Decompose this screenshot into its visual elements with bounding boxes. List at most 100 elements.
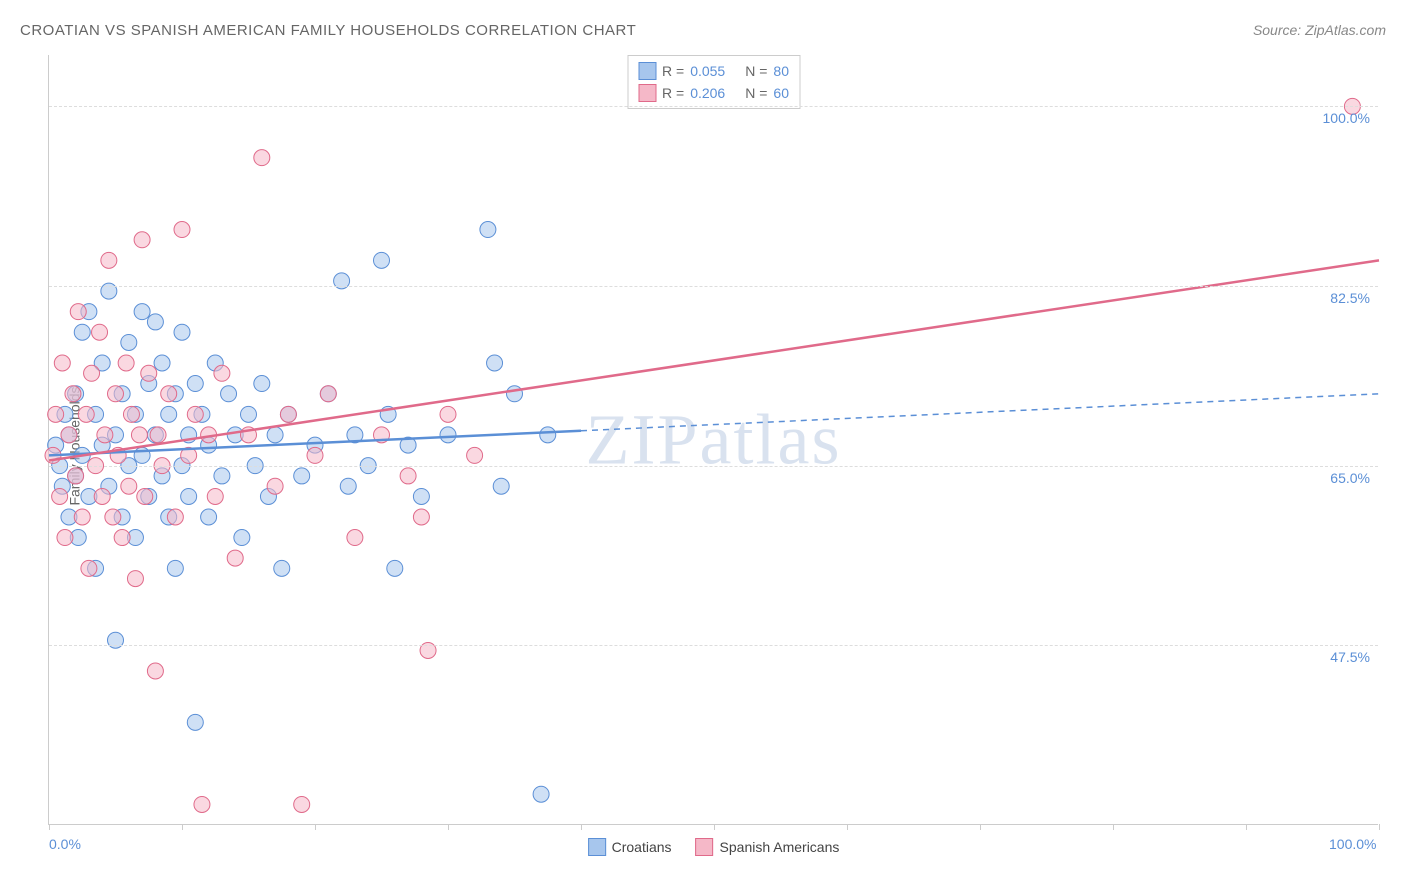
scatter-point xyxy=(294,468,310,484)
scatter-point xyxy=(161,406,177,422)
scatter-point xyxy=(187,406,203,422)
scatter-point xyxy=(141,365,157,381)
scatter-point xyxy=(214,365,230,381)
x-tick xyxy=(714,824,715,830)
scatter-point xyxy=(254,150,270,166)
scatter-point xyxy=(400,468,416,484)
scatter-point xyxy=(78,406,94,422)
scatter-point xyxy=(101,252,117,268)
scatter-point xyxy=(147,314,163,330)
y-tick-label: 47.5% xyxy=(1330,649,1370,665)
legend-r-value: 0.206 xyxy=(690,85,725,101)
legend-r-value: 0.055 xyxy=(690,63,725,79)
scatter-point xyxy=(97,427,113,443)
scatter-point xyxy=(121,478,137,494)
x-tick xyxy=(1379,824,1380,830)
scatter-point xyxy=(413,509,429,525)
x-tick xyxy=(1113,824,1114,830)
scatter-point xyxy=(201,509,217,525)
scatter-point xyxy=(74,324,90,340)
scatter-point xyxy=(493,478,509,494)
scatter-point xyxy=(294,796,310,812)
x-tick xyxy=(847,824,848,830)
scatter-point xyxy=(507,386,523,402)
legend-swatch-pink xyxy=(638,84,656,102)
plot-area: ZIPatlas R = 0.055 N = 80 R = 0.206 N = … xyxy=(48,55,1378,825)
x-tick xyxy=(1246,824,1247,830)
scatter-point xyxy=(68,468,84,484)
scatter-point xyxy=(48,406,64,422)
x-tick-label: 100.0% xyxy=(1329,836,1376,852)
scatter-point xyxy=(81,560,97,576)
legend-r-label: R = xyxy=(662,63,684,79)
scatter-point xyxy=(131,427,147,443)
gridline xyxy=(49,286,1378,287)
legend-item-croatians: Croatians xyxy=(588,838,672,856)
x-tick xyxy=(49,824,50,830)
legend-row: R = 0.055 N = 80 xyxy=(638,60,789,82)
legend-n-value: 80 xyxy=(773,63,789,79)
gridline xyxy=(49,106,1378,107)
scatter-point xyxy=(267,478,283,494)
scatter-point xyxy=(70,304,86,320)
scatter-point xyxy=(374,252,390,268)
x-tick xyxy=(315,824,316,830)
scatter-point xyxy=(118,355,134,371)
scatter-point xyxy=(181,488,197,504)
scatter-point xyxy=(105,509,121,525)
scatter-point xyxy=(440,406,456,422)
legend-swatch-blue xyxy=(588,838,606,856)
scatter-point xyxy=(74,509,90,525)
scatter-point xyxy=(413,488,429,504)
scatter-point xyxy=(280,406,296,422)
scatter-point xyxy=(123,406,139,422)
scatter-point xyxy=(254,376,270,392)
scatter-point xyxy=(187,376,203,392)
x-tick xyxy=(448,824,449,830)
scatter-point xyxy=(150,427,166,443)
scatter-point xyxy=(241,406,257,422)
scatter-point xyxy=(65,386,81,402)
scatter-point xyxy=(307,447,323,463)
scatter-point xyxy=(147,663,163,679)
scatter-point xyxy=(533,786,549,802)
scatter-point xyxy=(161,386,177,402)
chart-title: CROATIAN VS SPANISH AMERICAN FAMILY HOUS… xyxy=(20,22,636,39)
legend-row: R = 0.206 N = 60 xyxy=(638,82,789,104)
scatter-point xyxy=(84,365,100,381)
scatter-point xyxy=(108,386,124,402)
scatter-point xyxy=(127,571,143,587)
scatter-point xyxy=(52,488,68,504)
legend-r-label: R = xyxy=(662,85,684,101)
x-tick-label: 0.0% xyxy=(49,836,81,852)
trend-line-dashed xyxy=(581,394,1379,431)
y-tick-label: 82.5% xyxy=(1330,290,1370,306)
gridline xyxy=(49,466,1378,467)
scatter-point xyxy=(61,427,77,443)
scatter-point xyxy=(440,427,456,443)
source-attribution: Source: ZipAtlas.com xyxy=(1253,22,1386,38)
scatter-point xyxy=(467,447,483,463)
scatter-point xyxy=(167,509,183,525)
scatter-point xyxy=(54,355,70,371)
scatter-point xyxy=(207,488,223,504)
scatter-point xyxy=(221,386,237,402)
legend-series: Croatians Spanish Americans xyxy=(588,838,840,856)
scatter-point xyxy=(57,530,73,546)
scatter-point xyxy=(194,796,210,812)
legend-swatch-blue xyxy=(638,62,656,80)
x-tick xyxy=(581,824,582,830)
scatter-point xyxy=(480,222,496,238)
scatter-point xyxy=(134,304,150,320)
scatter-point xyxy=(387,560,403,576)
y-tick-label: 100.0% xyxy=(1323,110,1370,126)
trend-line xyxy=(49,260,1379,460)
scatter-point xyxy=(137,488,153,504)
legend-n-label: N = xyxy=(745,63,767,79)
gridline xyxy=(49,645,1378,646)
scatter-point xyxy=(92,324,108,340)
scatter-point xyxy=(174,324,190,340)
x-tick xyxy=(182,824,183,830)
scatter-point xyxy=(167,560,183,576)
legend-n-label: N = xyxy=(745,85,767,101)
